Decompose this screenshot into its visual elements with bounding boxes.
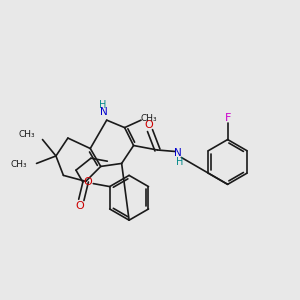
Text: F: F (224, 113, 231, 123)
Text: CH₃: CH₃ (10, 160, 27, 169)
Text: O: O (83, 177, 92, 187)
Text: H: H (176, 157, 184, 167)
Text: N: N (175, 148, 182, 158)
Text: H: H (98, 100, 106, 110)
Text: O: O (76, 201, 84, 212)
Text: O: O (144, 120, 153, 130)
Text: CH₃: CH₃ (140, 114, 157, 123)
Text: CH₃: CH₃ (18, 130, 35, 139)
Text: N: N (100, 107, 108, 117)
